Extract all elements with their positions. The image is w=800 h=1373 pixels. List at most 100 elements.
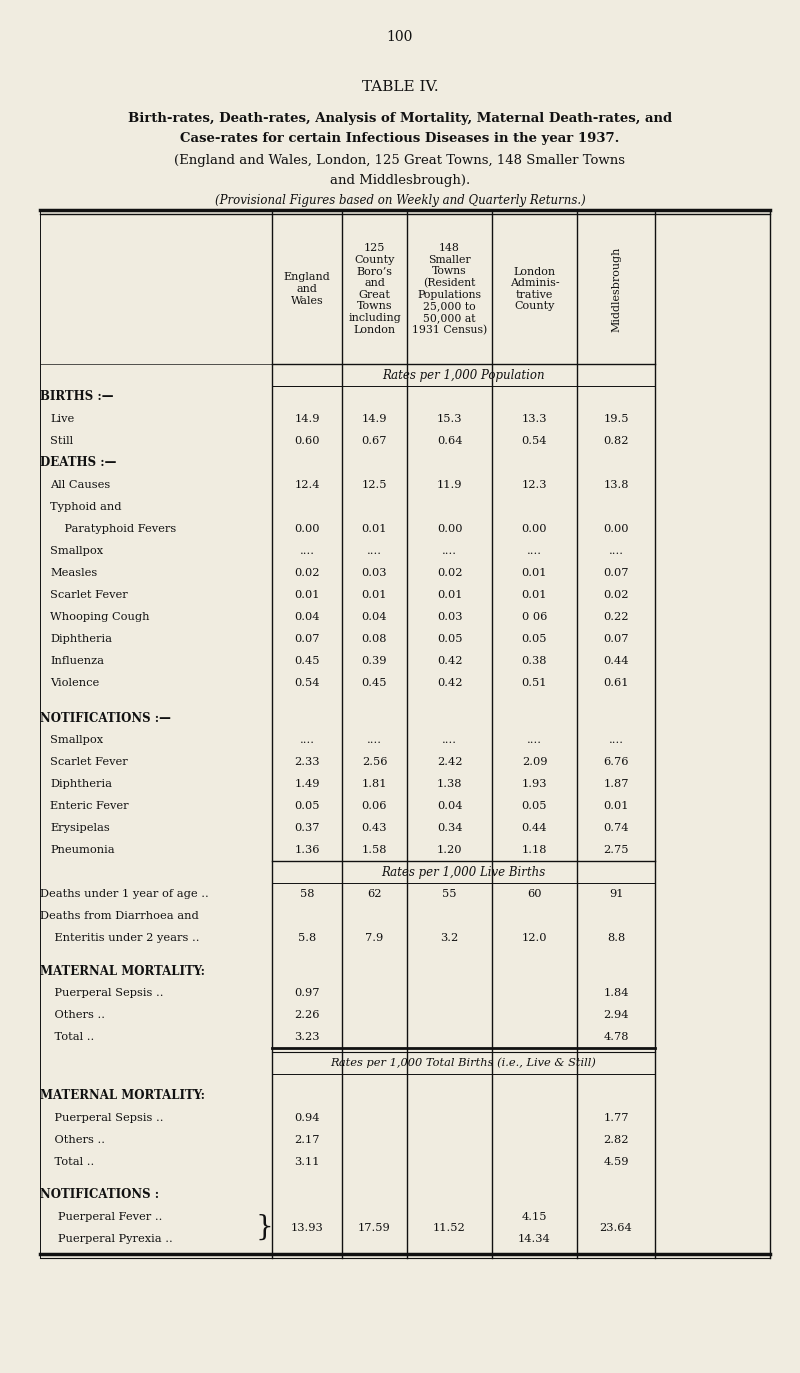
Text: 0.02: 0.02 (294, 568, 320, 578)
Text: 2.94: 2.94 (603, 1011, 629, 1020)
Text: 17.59: 17.59 (358, 1223, 391, 1233)
Text: Deaths from Diarrhoea and: Deaths from Diarrhoea and (40, 912, 198, 921)
Text: 14.9: 14.9 (294, 415, 320, 424)
Text: Total ..: Total .. (40, 1156, 94, 1167)
Text: 0.04: 0.04 (437, 802, 462, 811)
Text: 1.49: 1.49 (294, 780, 320, 789)
Text: (England and Wales, London, 125 Great Towns, 148 Smaller Towns: (England and Wales, London, 125 Great To… (174, 154, 626, 168)
Text: 0.42: 0.42 (437, 678, 462, 688)
Text: 2.56: 2.56 (362, 757, 387, 768)
Text: 0.51: 0.51 (522, 678, 547, 688)
Text: Scarlet Fever: Scarlet Fever (50, 590, 128, 600)
Text: 62: 62 (367, 890, 382, 899)
Text: DEATHS :—: DEATHS :— (40, 456, 116, 470)
Text: 125
County
Boro’s
and
Great
Towns
including
London: 125 County Boro’s and Great Towns includ… (348, 243, 401, 335)
Text: Scarlet Fever: Scarlet Fever (50, 757, 128, 768)
Text: 0.00: 0.00 (294, 524, 320, 534)
Text: Case-rates for certain Infectious Diseases in the year 1937.: Case-rates for certain Infectious Diseas… (180, 132, 620, 146)
Text: 2.42: 2.42 (437, 757, 462, 768)
Text: 3.11: 3.11 (294, 1156, 320, 1167)
Text: Diphtheria: Diphtheria (50, 780, 112, 789)
Text: Measles: Measles (50, 568, 98, 578)
Text: MATERNAL MORTALITY:: MATERNAL MORTALITY: (40, 1089, 205, 1103)
Text: Enteritis under 2 years ..: Enteritis under 2 years .. (40, 934, 199, 943)
Text: 0.01: 0.01 (603, 802, 629, 811)
Text: 3.23: 3.23 (294, 1032, 320, 1042)
Text: 1.87: 1.87 (603, 780, 629, 789)
Text: London
Adminis-
trative
County: London Adminis- trative County (510, 266, 559, 312)
Text: 1.84: 1.84 (603, 989, 629, 998)
Text: ....: .... (367, 735, 382, 746)
Text: All Causes: All Causes (50, 481, 110, 490)
Text: 0.60: 0.60 (294, 437, 320, 446)
Text: 5.8: 5.8 (298, 934, 316, 943)
Text: Live: Live (50, 415, 74, 424)
Text: Typhoid and: Typhoid and (50, 503, 122, 512)
Text: Puerperal Pyrexia ..: Puerperal Pyrexia .. (58, 1234, 173, 1244)
Text: 1.58: 1.58 (362, 846, 387, 855)
Text: Pneumonia: Pneumonia (50, 846, 114, 855)
Text: 0.01: 0.01 (294, 590, 320, 600)
Text: Paratyphoid Fevers: Paratyphoid Fevers (50, 524, 176, 534)
Text: 91: 91 (609, 890, 623, 899)
Text: 0.39: 0.39 (362, 656, 387, 666)
Text: 2.26: 2.26 (294, 1011, 320, 1020)
Text: 60: 60 (527, 890, 542, 899)
Text: 2.33: 2.33 (294, 757, 320, 768)
Text: 0.38: 0.38 (522, 656, 547, 666)
Text: 1.93: 1.93 (522, 780, 547, 789)
Text: 12.0: 12.0 (522, 934, 547, 943)
Text: 0.44: 0.44 (522, 824, 547, 833)
Text: 0.44: 0.44 (603, 656, 629, 666)
Text: 0.07: 0.07 (294, 634, 320, 644)
Text: 100: 100 (387, 30, 413, 44)
Text: 0.05: 0.05 (522, 634, 547, 644)
Text: 7.9: 7.9 (366, 934, 384, 943)
Text: 0.04: 0.04 (362, 612, 387, 622)
Text: Still: Still (50, 437, 73, 446)
Text: 23.64: 23.64 (600, 1223, 632, 1233)
Text: 0.97: 0.97 (294, 989, 320, 998)
Text: and Middlesbrough).: and Middlesbrough). (330, 174, 470, 187)
Text: Middlesbrough: Middlesbrough (611, 246, 621, 332)
Text: 58: 58 (300, 890, 314, 899)
Text: 12.4: 12.4 (294, 481, 320, 490)
Text: 11.52: 11.52 (433, 1223, 466, 1233)
Text: 0.05: 0.05 (437, 634, 462, 644)
Text: Puerperal Sepsis ..: Puerperal Sepsis .. (40, 989, 163, 998)
Text: 2.09: 2.09 (522, 757, 547, 768)
Text: 11.9: 11.9 (437, 481, 462, 490)
Text: ....: .... (442, 735, 457, 746)
Text: 0.67: 0.67 (362, 437, 387, 446)
Text: Others ..: Others .. (40, 1011, 105, 1020)
Text: TABLE IV.: TABLE IV. (362, 80, 438, 93)
Text: 0.61: 0.61 (603, 678, 629, 688)
Text: 0.00: 0.00 (437, 524, 462, 534)
Text: 0.08: 0.08 (362, 634, 387, 644)
Text: 0.05: 0.05 (522, 802, 547, 811)
Text: ....: .... (299, 735, 314, 746)
Text: NOTIFICATIONS :—: NOTIFICATIONS :— (40, 711, 171, 725)
Text: Total ..: Total .. (40, 1032, 94, 1042)
Text: Others ..: Others .. (40, 1134, 105, 1145)
Text: 0.03: 0.03 (437, 612, 462, 622)
Text: 0.07: 0.07 (603, 568, 629, 578)
Text: ....: .... (527, 546, 542, 556)
Text: 1.77: 1.77 (603, 1112, 629, 1123)
Text: 0.94: 0.94 (294, 1112, 320, 1123)
Text: 0.42: 0.42 (437, 656, 462, 666)
Text: 0.45: 0.45 (294, 656, 320, 666)
Text: 0.01: 0.01 (362, 524, 387, 534)
Text: England
and
Wales: England and Wales (284, 272, 330, 306)
Text: ....: .... (367, 546, 382, 556)
Text: 0.02: 0.02 (603, 590, 629, 600)
Text: 0.82: 0.82 (603, 437, 629, 446)
Text: 13.93: 13.93 (290, 1223, 323, 1233)
Text: Diphtheria: Diphtheria (50, 634, 112, 644)
Text: Puerperal Fever ..: Puerperal Fever .. (58, 1212, 162, 1222)
Text: ....: .... (527, 735, 542, 746)
Text: 2.82: 2.82 (603, 1134, 629, 1145)
Text: 0.34: 0.34 (437, 824, 462, 833)
Text: (Provisional Figures based on Weekly and Quarterly Returns.): (Provisional Figures based on Weekly and… (214, 194, 586, 207)
Text: 1.38: 1.38 (437, 780, 462, 789)
